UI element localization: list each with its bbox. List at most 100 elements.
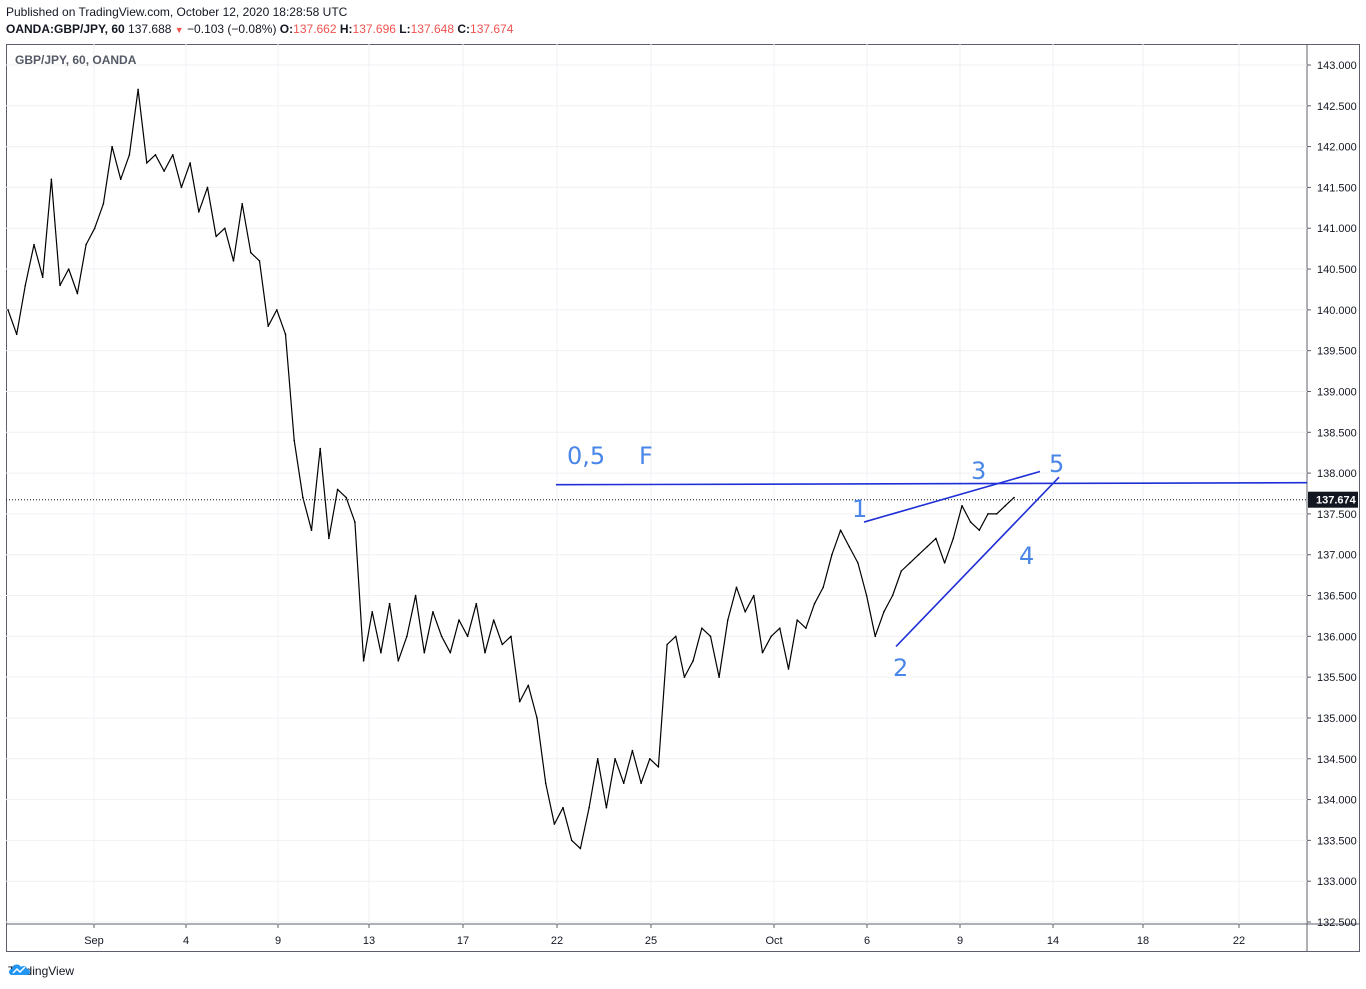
price-tick-label: 141.000: [1317, 223, 1357, 235]
price-point: [50, 178, 53, 181]
drawings[interactable]: 0,5 F 1 2 3 4 5: [555, 442, 1308, 682]
price-point: [319, 447, 322, 450]
fib-level-line[interactable]: [555, 481, 1308, 486]
price-point: [354, 521, 356, 523]
price-point: [380, 651, 382, 654]
price-tick-label: 134.500: [1317, 754, 1357, 766]
price-point: [7, 309, 9, 311]
price-point: [310, 529, 313, 532]
price-point: [857, 562, 859, 564]
price-point: [839, 529, 842, 532]
price-point: [475, 602, 478, 605]
price-tick-label: 136.500: [1317, 591, 1357, 603]
price-point: [406, 635, 408, 638]
price-point: [93, 227, 96, 230]
price-change: −0.103 (−0.08%): [187, 22, 277, 36]
time-tick-label: 9: [957, 935, 963, 947]
price-point: [145, 162, 148, 164]
price-point: [848, 545, 851, 548]
price-point: [128, 153, 131, 156]
price-point: [284, 333, 287, 336]
open-label: O:: [279, 22, 294, 36]
wave-label-2: 2: [893, 654, 908, 682]
price-point: [432, 611, 434, 613]
price-point: [449, 651, 452, 654]
price-point: [779, 627, 781, 629]
price-tick-label: 140.000: [1317, 305, 1357, 317]
time-tick-label: 18: [1137, 935, 1149, 947]
price-point: [76, 292, 79, 295]
close-label: C:: [457, 22, 471, 36]
price-point: [119, 178, 122, 181]
symbol-label: OANDA:GBP/JPY, 60: [6, 22, 125, 36]
price-point: [197, 211, 200, 213]
wedge-lower-trendline[interactable]: [895, 476, 1060, 648]
time-tick-label: 25: [645, 935, 657, 947]
published-caption: Published on TradingView.com, October 12…: [6, 5, 348, 19]
price-point: [579, 847, 582, 850]
time-tick-label: 22: [551, 935, 563, 947]
price-tick-label: 141.500: [1317, 182, 1357, 194]
time-tick-label: 13: [363, 935, 375, 947]
price-tick-label: 135.000: [1317, 713, 1357, 725]
grid: [6, 44, 1307, 924]
price-tick-label: 133.500: [1317, 835, 1357, 847]
price-point: [978, 529, 981, 532]
price-point: [805, 627, 807, 629]
price-axis[interactable]: 132.500 133.000 133.500 134.000 134.500 135.0…: [1307, 60, 1358, 929]
price-point: [596, 757, 599, 760]
price-point: [510, 635, 512, 638]
price-point: [276, 309, 278, 311]
price-point: [700, 627, 703, 629]
price-point: [484, 651, 486, 654]
price-tick-label: 136.000: [1317, 631, 1357, 643]
tradingview-cloud-icon: [9, 964, 30, 975]
price-point: [883, 611, 885, 613]
price-point: [163, 170, 165, 172]
high-value: 137.696: [352, 22, 396, 36]
price-point: [605, 806, 608, 809]
price-tick-label: 138.500: [1317, 427, 1357, 439]
price-point: [501, 643, 504, 646]
wave-label-4: 4: [1019, 542, 1034, 570]
price-chart[interactable]: 132.500 133.000 133.500 134.000 134.500 135.0…: [6, 44, 1360, 952]
price-point: [518, 700, 521, 703]
time-tick-label: Sep: [84, 935, 104, 947]
price-tick-label: 133.000: [1317, 876, 1357, 888]
price-point: [102, 202, 105, 205]
price-point: [41, 276, 44, 279]
price-point: [935, 537, 937, 540]
price-point: [865, 594, 868, 597]
price-point: [553, 823, 556, 825]
price-point: [570, 839, 573, 842]
price-point: [232, 260, 235, 262]
price-point: [24, 284, 27, 287]
price-point: [180, 186, 183, 189]
price-point: [683, 676, 686, 678]
price-series: [6, 88, 1307, 850]
price-point: [458, 619, 460, 621]
price-point: [822, 586, 825, 589]
last-price: 137.688: [128, 22, 172, 36]
price-point: [787, 668, 790, 670]
price-point: [492, 619, 495, 621]
price-tick-label: 137.500: [1317, 509, 1357, 521]
price-point: [917, 553, 920, 556]
price-point: [831, 553, 833, 556]
price-point: [588, 806, 590, 809]
price-point: [961, 504, 963, 507]
price-point: [59, 284, 61, 287]
low-value: 137.648: [410, 22, 454, 36]
high-label: H:: [339, 22, 353, 36]
time-axis[interactable]: Sep 4 9 13 17 22 25 Oct 6 9 14 18 22: [84, 924, 1245, 947]
price-point: [952, 537, 955, 540]
price-point: [440, 635, 443, 638]
price-point: [692, 660, 694, 662]
price-tick-label: 138.000: [1317, 468, 1357, 480]
price-tick-label: 140.500: [1317, 264, 1357, 276]
price-point: [224, 227, 226, 230]
price-point: [267, 325, 269, 327]
wedge-upper-trendline[interactable]: [863, 470, 1041, 523]
price-tick-label: 132.500: [1317, 917, 1357, 929]
chart-frame[interactable]: 132.500 133.000 133.500 134.000 134.500 135.0…: [6, 44, 1360, 952]
